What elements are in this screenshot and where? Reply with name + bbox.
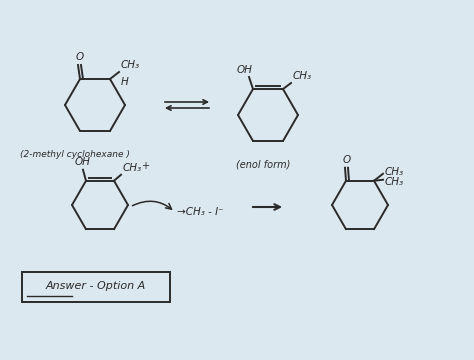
Text: Answer - Option A: Answer - Option A	[46, 281, 146, 291]
Text: CH₃: CH₃	[123, 163, 142, 173]
Text: OH: OH	[75, 157, 91, 167]
Bar	[22, 272, 170, 302]
Text: (enol form): (enol form)	[236, 159, 290, 169]
Text: O: O	[76, 52, 84, 62]
Text: (2-methyl cyclohexane ): (2-methyl cyclohexane )	[20, 150, 130, 159]
Text: →CH₃ - I⁻: →CH₃ - I⁻	[177, 207, 224, 217]
Text: CH₃: CH₃	[385, 177, 404, 187]
Text: OH: OH	[237, 65, 253, 75]
Text: H: H	[121, 77, 129, 87]
Text: CH₃: CH₃	[385, 167, 404, 177]
Text: O: O	[343, 155, 351, 165]
Text: CH₃: CH₃	[293, 71, 312, 81]
Text: +: +	[141, 161, 149, 171]
Text: CH₃: CH₃	[121, 60, 140, 70]
